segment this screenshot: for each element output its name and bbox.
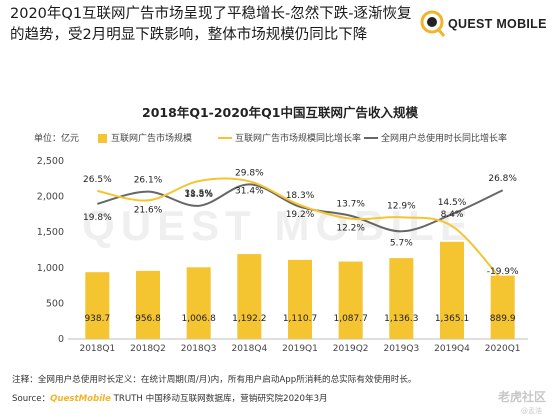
bar <box>389 258 414 339</box>
chart-title: 2018年Q1-2020年Q1中国互联网广告收入规模 <box>142 105 418 120</box>
ad-growth-label: -19.9% <box>487 267 519 277</box>
x-tick-label: 2019Q3 <box>383 344 419 354</box>
headline: 2020年Q1互联网广告市场呈现了平稳增长-忽然下跌-逐渐恢复的趋势，受2月明显… <box>10 6 412 43</box>
watermark-site: 老虎社区 <box>497 390 546 404</box>
y-tick-label: 1,500 <box>37 227 64 238</box>
usage-growth-label: 26.8% <box>488 174 517 184</box>
bar <box>288 259 312 339</box>
x-tick-label: 2018Q3 <box>181 344 217 354</box>
bar-value-label: 889.9 <box>490 314 516 324</box>
questmobile-logo: QUEST MOBILE <box>420 8 550 44</box>
bar-value-label: 1,006.8 <box>181 314 216 324</box>
watermark-handle: @孟浩 <box>521 407 542 415</box>
usage-growth-label: 18.8% <box>184 190 213 200</box>
y-tick-label: 0 <box>58 334 64 345</box>
usage-growth-label: 19.8% <box>83 213 112 223</box>
usage-growth-label: 18.3% <box>286 191 315 201</box>
usage-growth-label: 29.8% <box>235 168 264 178</box>
legend-label: 互联网广告市场规模 <box>111 132 192 144</box>
legend-label: 全网用户总使用时长同比增长率 <box>381 132 507 144</box>
x-tick-label: 2018Q2 <box>130 344 166 354</box>
x-tick-label: 2019Q2 <box>333 344 369 354</box>
footer-source: Source：QuestMobile TRUTH 中国移动互联网数据库，营销研究… <box>12 392 328 404</box>
bar <box>186 267 211 339</box>
ad-growth-label: 19.2% <box>286 210 315 220</box>
bar-value-label: 1,110.7 <box>283 314 317 324</box>
x-tick-label: 2020Q1 <box>485 344 521 354</box>
usage-growth-label: 13.7% <box>336 200 365 210</box>
ad-growth-label: 21.6% <box>134 205 163 215</box>
x-tick-label: 2018Q1 <box>79 344 115 354</box>
bar <box>136 270 160 339</box>
usage-growth-label: 26.1% <box>134 176 163 186</box>
bar <box>237 254 262 339</box>
bar-value-label: 1,192.2 <box>232 314 266 324</box>
bar <box>85 272 110 339</box>
ad-growth-label: 12.9% <box>387 201 416 211</box>
bar-value-label: 1,136.3 <box>384 314 418 324</box>
y-tick-label: 2,500 <box>37 156 64 167</box>
bar-value-label: 1,365.1 <box>435 314 469 324</box>
x-tick-label: 2019Q1 <box>282 344 318 354</box>
source-prefix: Source： <box>12 394 51 404</box>
legend: 互联网广告市场规模 互联网广告市场规模同比增长率 全网用户总使用时长同比增长率 <box>98 132 507 144</box>
legend-label: 互联网广告市场规模同比增长率 <box>235 132 361 144</box>
data-labels: 938.7 956.8 1,006.8 1,192.2 1,110.7 1,087.7 1,… <box>83 168 519 324</box>
bar-value-label: 1,087.7 <box>333 314 367 324</box>
y-tick-label: 2,000 <box>37 192 64 203</box>
bar-value-label: 956.8 <box>135 314 161 324</box>
unit-label: 单位：亿元 <box>34 132 79 144</box>
legend-swatch-bar <box>98 134 107 143</box>
y-tick-label: 1,000 <box>37 263 64 274</box>
ad-growth-label: 31.5% <box>184 189 213 199</box>
watermark-text: QUEST MOBILE <box>82 202 474 249</box>
bars <box>85 241 515 339</box>
x-tick-label: 2018Q4 <box>231 344 267 354</box>
ad-growth-label: 12.2% <box>336 224 365 234</box>
bar-value-label: 938.7 <box>84 314 110 324</box>
lines <box>97 177 504 282</box>
source-brand: QuestMobile <box>50 394 111 404</box>
usage-growth-label: 14.5% <box>438 198 467 208</box>
y-tick-label: 500 <box>46 298 64 309</box>
x-tick-label: 2019Q4 <box>434 344 470 354</box>
questmobile-logo-icon <box>420 10 446 37</box>
footer-note: 注释：全网用户总使用时长定义：在统计周期(周/月)内，所有用户启动App所消耗的… <box>12 375 417 385</box>
ad-growth-label: 8.4% <box>441 210 464 220</box>
bar <box>490 275 515 339</box>
bar <box>440 241 464 339</box>
ad-growth-label: 26.5% <box>83 175 112 185</box>
logo-text: QUEST MOBILE <box>448 17 547 31</box>
bar <box>338 261 363 339</box>
source-rest: TRUTH 中国移动互联网数据库，营销研究院2020年3月 <box>110 394 328 404</box>
ad-growth-label: 31.4% <box>235 186 264 196</box>
ad-growth-line <box>97 177 504 282</box>
usage-growth-label: 5.7% <box>390 238 413 248</box>
